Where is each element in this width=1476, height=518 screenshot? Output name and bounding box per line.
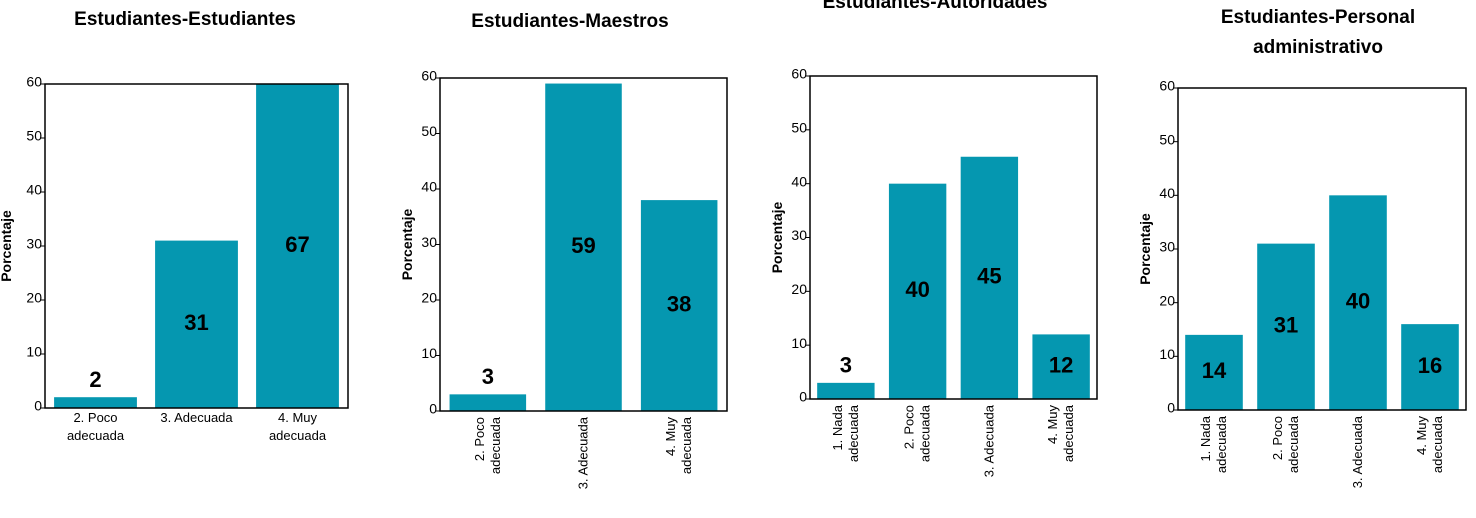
- x-tick-label: 3. Adecuada: [1350, 415, 1365, 488]
- value-label: 38: [667, 291, 691, 316]
- value-label: 3: [482, 364, 494, 389]
- x-tick-label: 3. Adecuada: [576, 416, 591, 489]
- y-tick-label: 10: [26, 344, 42, 360]
- value-label: 12: [1049, 353, 1073, 378]
- y-tick-label: 30: [421, 234, 437, 250]
- x-tick-label: 4. Muyadecuada: [663, 416, 694, 474]
- y-axis-label: Porcentaje: [1137, 213, 1153, 285]
- x-tick-label: 1. Nadaadecuada: [830, 404, 861, 462]
- y-tick-label: 20: [421, 290, 437, 306]
- y-tick-label: 60: [26, 74, 42, 90]
- bar: [1401, 324, 1459, 410]
- y-tick-label: 0: [34, 398, 42, 414]
- bars: [817, 156, 1090, 399]
- y-tick-label: 40: [421, 179, 437, 195]
- y-axis-label: Porcentaje: [769, 201, 785, 273]
- value-label: 2: [89, 367, 101, 392]
- value-label: 40: [1346, 288, 1370, 313]
- value-label: 31: [1274, 313, 1298, 338]
- bar: [449, 394, 527, 411]
- chart-title: Estudiantes-Autoridades: [823, 0, 1048, 13]
- bar: [545, 83, 622, 411]
- bar: [155, 240, 238, 408]
- bar: [256, 84, 339, 408]
- y-tick-label: 10: [1159, 346, 1175, 362]
- x-tick-label: 4. Muyadecuada: [1414, 415, 1445, 473]
- value-label: 67: [285, 232, 309, 257]
- y-tick-label: 50: [421, 123, 437, 139]
- bars: [1185, 195, 1459, 410]
- y-tick-label: 60: [1159, 78, 1175, 94]
- x-tick-label: 1. Nadaadecuada: [1198, 415, 1229, 473]
- value-label: 3: [840, 353, 852, 378]
- chart-title: Estudiantes-Estudiantes: [74, 9, 296, 30]
- bar: [1257, 243, 1315, 410]
- value-label: 31: [184, 310, 208, 335]
- x-tick-label: 4. Muyadecuada: [1045, 404, 1076, 462]
- bar: [1185, 334, 1243, 410]
- value-label: 40: [905, 277, 929, 302]
- y-tick-label: 50: [791, 120, 807, 136]
- plot-frame: [439, 77, 728, 412]
- bars: [449, 83, 718, 411]
- y-tick-label: 60: [421, 68, 437, 84]
- y-tick-label: 0: [429, 401, 437, 417]
- y-tick-label: 20: [791, 281, 807, 297]
- y-tick-label: 20: [26, 290, 42, 306]
- x-tick-label: 2. Pocoadecuada: [902, 404, 933, 462]
- value-label: 59: [571, 233, 595, 258]
- plot-frame: [1177, 87, 1467, 411]
- y-axis-label: Porcentaje: [399, 208, 415, 280]
- chart-title: Estudiantes-Personal administrativo: [1221, 7, 1415, 58]
- bar: [817, 382, 875, 399]
- bar: [1032, 334, 1090, 399]
- plot-frame: [44, 83, 349, 409]
- x-tick-label: 2. Pocoadecuada: [472, 416, 503, 474]
- x-tick-label: 3. Adecuada: [160, 410, 233, 425]
- y-tick-label: 60: [791, 66, 807, 82]
- y-axis-label: Porcentaje: [0, 210, 14, 282]
- bars: [54, 84, 339, 408]
- plot-frame: [809, 75, 1098, 400]
- value-label: 14: [1202, 358, 1227, 383]
- bar: [1329, 195, 1387, 410]
- y-tick-label: 50: [26, 128, 42, 144]
- y-tick-label: 20: [1159, 292, 1175, 308]
- value-label: 45: [977, 264, 1001, 289]
- value-label: 16: [1418, 353, 1442, 378]
- y-tick-label: 40: [26, 182, 42, 198]
- y-tick-label: 0: [799, 389, 807, 405]
- y-tick-label: 10: [791, 335, 807, 351]
- bar: [640, 200, 718, 411]
- chart-title: Estudiantes-Maestros: [471, 11, 668, 32]
- x-tick-label: 2. Pocoadecuada: [1270, 415, 1301, 473]
- y-tick-label: 40: [1159, 185, 1175, 201]
- y-tick-label: 40: [791, 173, 807, 189]
- bar: [888, 183, 947, 399]
- x-tick-label: 3. Adecuada: [981, 404, 996, 477]
- bar: [54, 397, 137, 408]
- y-tick-label: 50: [1159, 131, 1175, 147]
- y-tick-label: 10: [421, 345, 437, 361]
- y-tick-label: 30: [1159, 239, 1175, 255]
- y-tick-label: 30: [791, 227, 807, 243]
- bar: [960, 156, 1019, 399]
- y-tick-label: 0: [1167, 400, 1175, 416]
- y-tick-label: 30: [26, 236, 42, 252]
